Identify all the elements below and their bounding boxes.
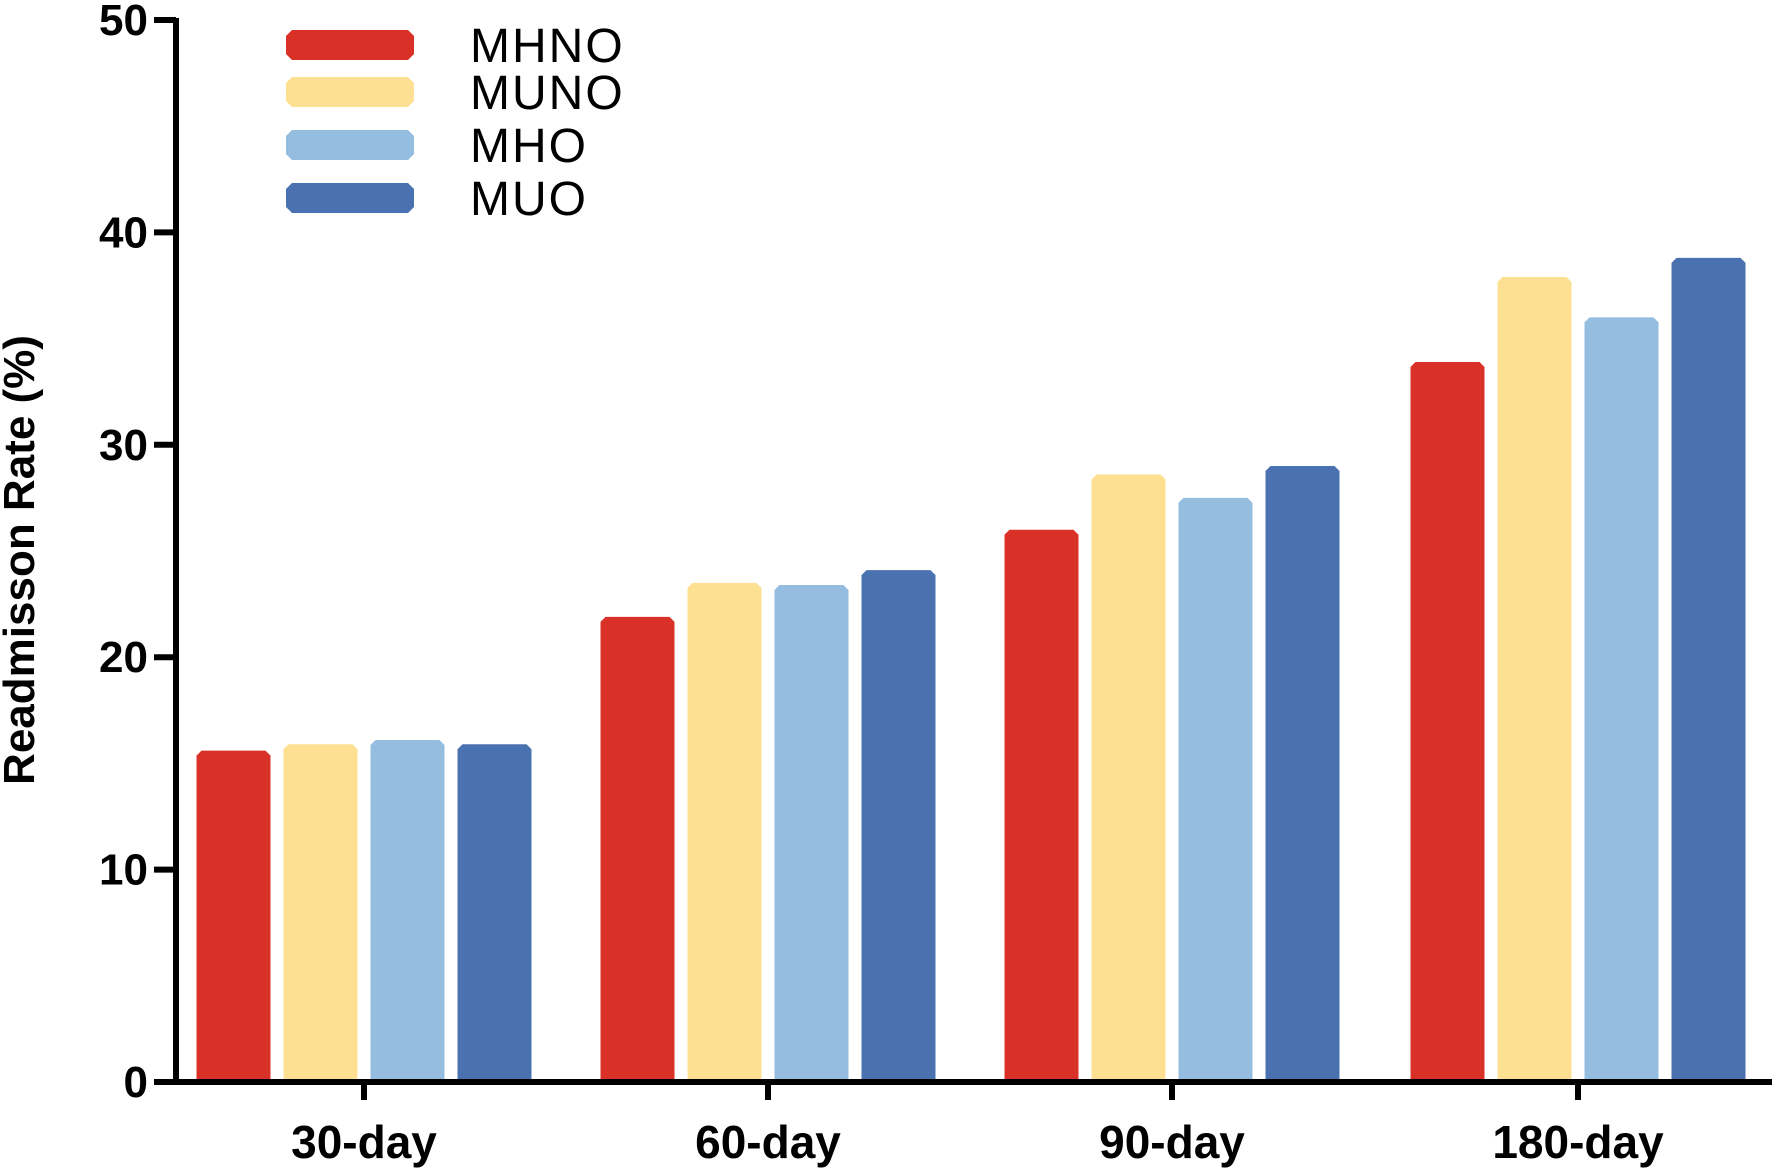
bar-30-day-mhno [196, 750, 271, 1082]
bar-90-day-mhno [1004, 529, 1079, 1082]
y-axis-title: Readmisson Rate (%) [0, 335, 44, 785]
y-tick-label-30: 30 [99, 421, 148, 470]
legend-swatch-mhno [286, 30, 414, 60]
bar-30-day-muno [283, 744, 358, 1082]
bar-180-day-muo [1671, 257, 1746, 1082]
legend-label-muno: MUNO [470, 67, 625, 120]
x-tick-label-60-day: 60-day [695, 1116, 841, 1168]
bar-60-day-muno [687, 582, 762, 1082]
bar-180-day-mhno [1410, 361, 1485, 1082]
legend-swatch-muo [286, 183, 414, 213]
legend-label-mho: MHO [470, 120, 588, 173]
bar-60-day-mho [774, 584, 849, 1082]
legend-swatch-muno [286, 77, 414, 107]
bars-layer [196, 257, 1746, 1082]
y-tick-label-10: 10 [99, 846, 148, 895]
y-tick-label-50: 50 [99, 0, 148, 45]
legend-swatch-mho [286, 130, 414, 160]
legend-label-muo: MUO [470, 173, 588, 226]
x-tick-label-30-day: 30-day [291, 1116, 437, 1168]
x-tick-label-180-day: 180-day [1492, 1116, 1664, 1168]
bar-90-day-mho [1178, 497, 1253, 1082]
bar-60-day-muo [861, 570, 936, 1082]
bar-180-day-muno [1497, 277, 1572, 1082]
legend-label-mhno: MHNO [470, 20, 625, 73]
bar-90-day-muo [1265, 466, 1340, 1082]
x-tick-label-90-day: 90-day [1099, 1116, 1245, 1168]
y-tick-label-40: 40 [99, 208, 148, 257]
bar-30-day-muo [457, 744, 532, 1082]
axes-layer: 0 10 20 30 40 50 30-day 60-day 90-day 180-day [99, 0, 1772, 1168]
bar-90-day-muno [1091, 474, 1166, 1082]
y-tick-label-0: 0 [124, 1058, 148, 1107]
y-tick-label-20: 20 [99, 633, 148, 682]
bar-30-day-mho [370, 740, 445, 1082]
bar-60-day-mhno [600, 616, 675, 1082]
bar-180-day-mho [1584, 317, 1659, 1082]
